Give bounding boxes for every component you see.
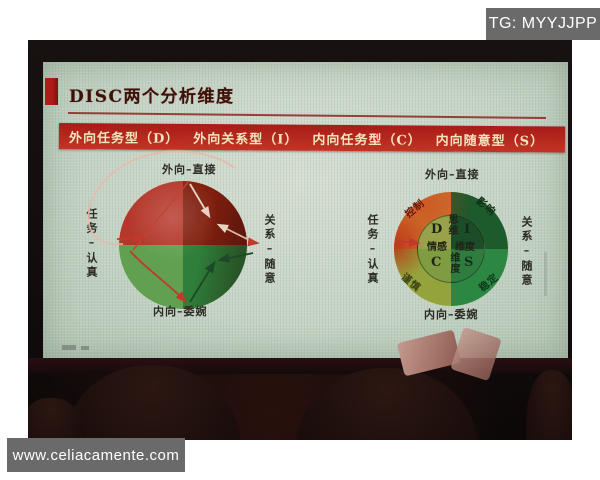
right-inner-circle [417,215,485,283]
axis-dimension-right: 维度 [455,242,475,253]
screen-smudge [81,346,89,350]
watermark-bottom-left: www.celiacamente.com [7,438,185,472]
banner-item-i: 外向关系型（I） [193,131,299,148]
letter-c: C [431,255,442,270]
audience-chair [63,365,241,440]
letter-d: D [431,222,443,237]
left-quadrant-pie [119,181,247,309]
right-chart-label-left: 任务–认真 [366,214,379,286]
screen-smudge [544,252,547,296]
watermark-top-right: TG: MYYJJPP [486,8,600,40]
disc-types-banner: 外向任务型（D） 外向关系型（I） 内向任务型（C） 内向随意型（S） [58,123,566,153]
letter-s: S [464,255,474,270]
screen-smudge [62,345,76,350]
title-accent-block [45,78,58,105]
left-chart-label-top: 外向–直接 [162,163,217,176]
banner-item-s: 内向随意型（S） [435,133,545,149]
title-underline [67,112,546,120]
audience-chair [296,368,478,440]
left-chart-label-bottom: 内向–委婉 [153,305,208,318]
projection-screen: DISC两个分析维度 外向任务型（D） 外向关系型（I） 内向任务型（C） 内向… [43,62,568,358]
banner-item-d: 外向任务型（D） [68,130,180,147]
right-chart-label-top: 外向–直接 [425,168,480,181]
letter-i: I [464,222,471,237]
auditorium-photo: DISC两个分析维度 外向任务型（D） 外向关系型（I） 内向任务型（C） 内向… [28,40,572,440]
slide-title: DISC两个分析维度 [69,87,235,107]
right-chart-label-bottom: 内向–委婉 [424,308,479,321]
right-chart-label-right: 关系–随意 [520,216,533,288]
axis-feeling: 情感 [427,242,447,253]
axis-thinking: 思维 [446,214,457,236]
axis-dimension-bottom: 维度 [448,252,459,274]
banner-item-c: 内向任务型（C） [312,132,422,149]
left-chart-label-right: 关系–随意 [263,214,276,286]
left-chart-label-left: 任务–认真 [85,208,98,280]
audience-chair [526,370,572,440]
